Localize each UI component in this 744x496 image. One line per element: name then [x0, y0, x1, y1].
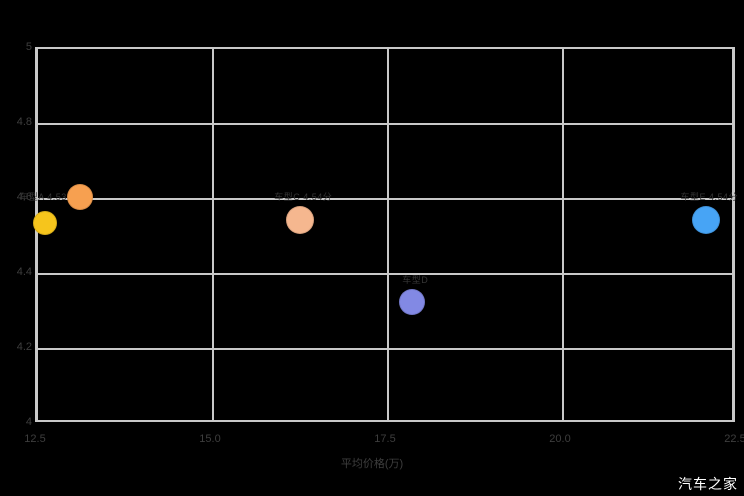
gridline-horizontal	[38, 198, 732, 200]
y-tick-label: 4.2	[16, 341, 32, 353]
x-tick-label: 17.5	[374, 433, 396, 445]
x-tick-label: 22.5	[724, 433, 744, 445]
data-bubble[interactable]	[692, 205, 721, 234]
gridline-vertical	[562, 49, 564, 420]
gridline-horizontal	[38, 348, 732, 350]
data-bubble[interactable]	[66, 184, 93, 210]
bubble-label: 车型C 4.54分	[274, 192, 333, 202]
y-tick-label: 4.8	[16, 116, 32, 128]
x-tick-label: 12.5	[24, 433, 46, 445]
gridline-vertical	[212, 49, 214, 420]
data-bubble[interactable]	[32, 211, 57, 236]
bubble-label: 车型A 4.53分	[19, 192, 77, 202]
gridline-horizontal	[38, 273, 732, 275]
data-bubble[interactable]	[399, 289, 426, 315]
gridline-vertical	[387, 49, 389, 420]
y-tick-label: 5	[25, 41, 32, 53]
bubble-label: 车型E 4.54分	[680, 192, 739, 202]
y-tick-label: 4	[25, 416, 32, 428]
watermark-autohome: 汽车之家	[678, 476, 738, 492]
bubble-label: 车型D	[402, 274, 429, 285]
x-tick-label: 15.0	[199, 433, 221, 445]
data-bubble[interactable]	[286, 205, 315, 234]
y-tick-label: 4.4	[16, 266, 32, 278]
x-tick-label: 20.0	[549, 433, 571, 445]
gridline-horizontal	[38, 123, 732, 125]
y-tick-label: 4.6	[16, 191, 32, 203]
x-axis-title: 平均价格(万)	[340, 458, 404, 470]
plot-area	[35, 47, 735, 422]
